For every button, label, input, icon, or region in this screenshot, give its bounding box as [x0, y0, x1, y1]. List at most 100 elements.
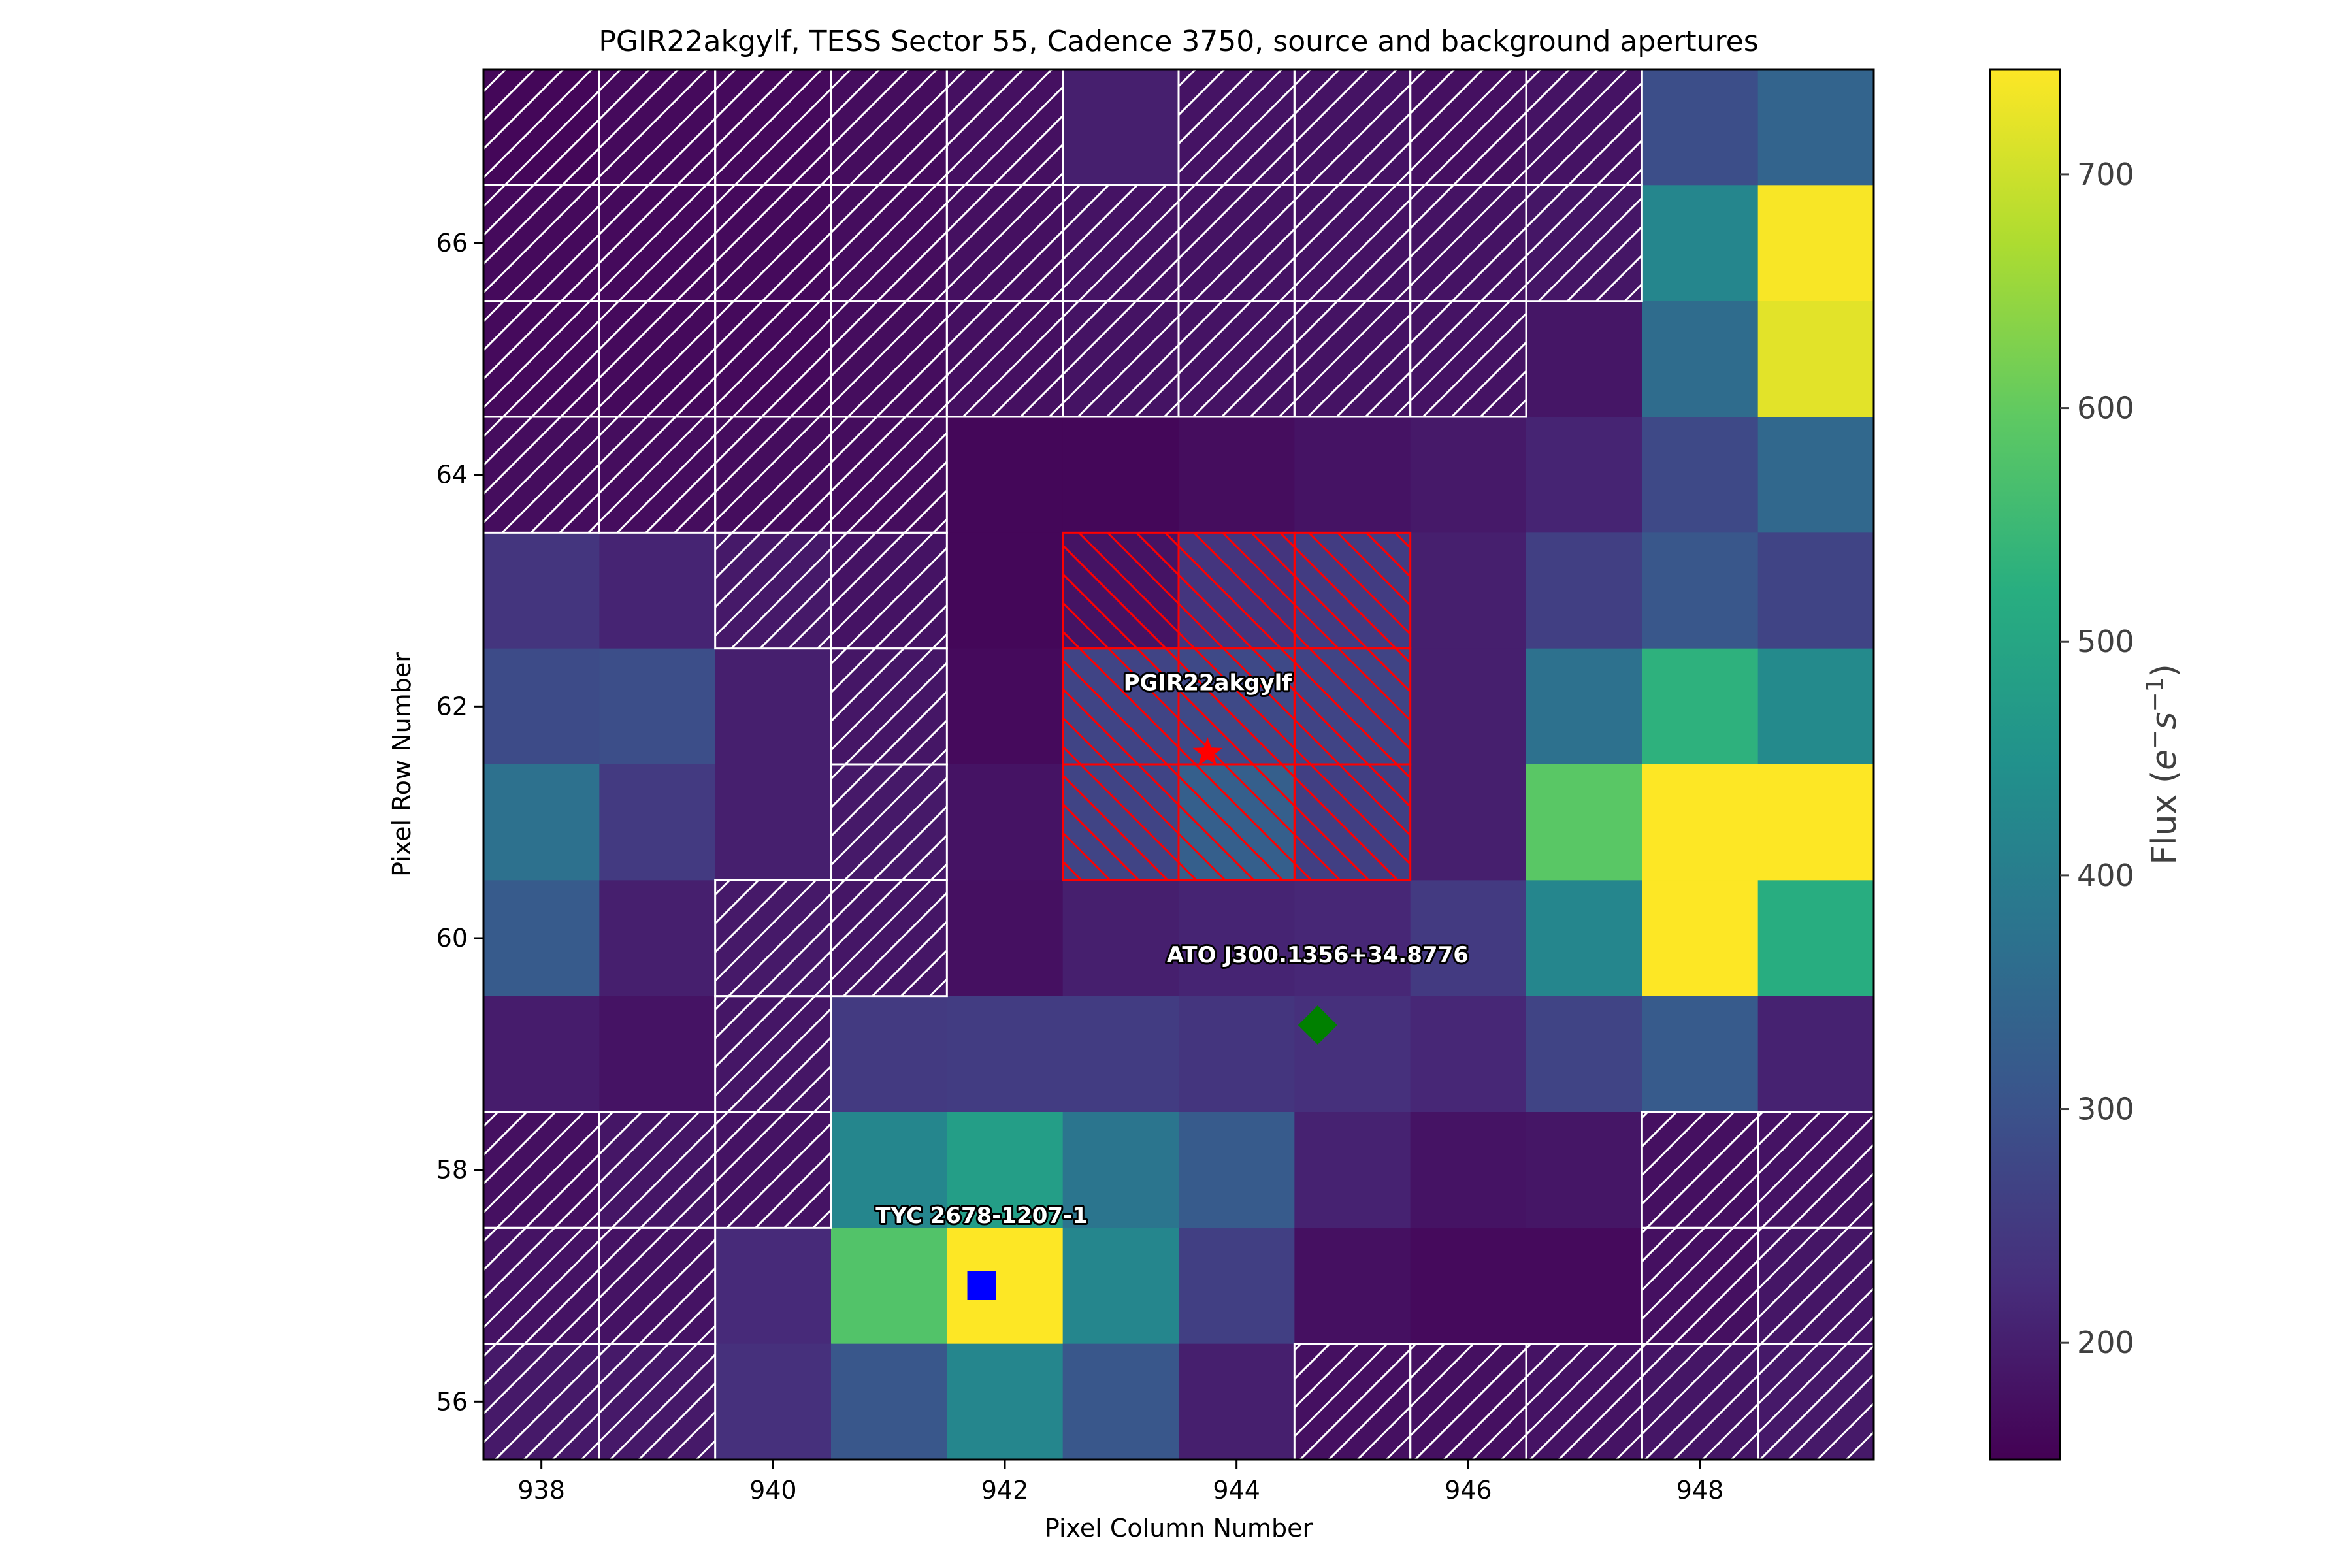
colorbar-label: Flux (e−s−1) — [2142, 664, 2185, 865]
pixel-cell-939-63 — [599, 532, 716, 649]
pixel-cell-947-57 — [1526, 1228, 1642, 1345]
pixel-cell-949-62 — [1757, 648, 1874, 765]
x-tick-label-1: 940 — [749, 1476, 797, 1505]
pixel-cell-947-63 — [1526, 532, 1642, 649]
pixel-cell-942-57 — [947, 1228, 1064, 1345]
source-aperture — [1062, 531, 1412, 881]
pixel-cell-943-67 — [1062, 69, 1179, 186]
background-pixel-940-58 — [714, 1111, 832, 1229]
pixel-cell-940-62 — [715, 648, 832, 765]
colorbar-label-main: Flux ( — [2145, 770, 2184, 865]
colorbar — [1989, 68, 2061, 1461]
background-pixel-939-57 — [598, 1226, 717, 1345]
background-pixel-942-67 — [945, 68, 1064, 186]
pixel-cell-938-63 — [483, 532, 600, 649]
pixel-cell-949-60 — [1757, 880, 1874, 997]
background-pixel-943-65 — [1062, 300, 1180, 418]
pixel-cell-946-57 — [1410, 1228, 1527, 1345]
pixel-cell-941-57 — [831, 1228, 947, 1345]
background-pixel-938-64 — [482, 416, 600, 534]
pixel-cell-949-65 — [1757, 301, 1874, 417]
pixel-cell-947-64 — [1526, 417, 1642, 533]
source-pixel-943-62 — [1062, 647, 1180, 766]
pixel-cell-940-57 — [715, 1228, 832, 1345]
pixel-cell-946-64 — [1410, 417, 1527, 533]
pixel-cell-944-64 — [1179, 417, 1295, 533]
background-pixel-946-67 — [1409, 68, 1527, 186]
y-tick-label-4: 64 — [436, 461, 468, 489]
pixel-cell-939-61 — [599, 764, 716, 881]
pixel-cell-938-60 — [483, 880, 600, 997]
background-pixel-941-67 — [830, 68, 948, 186]
background-pixel-940-67 — [714, 68, 832, 186]
background-pixel-941-65 — [830, 300, 948, 418]
background-pixel-940-64 — [714, 416, 832, 534]
background-pixel-948-57 — [1641, 1226, 1759, 1345]
colorbar-tick-label-0: 200 — [2077, 1325, 2134, 1360]
y-tick-label-0: 56 — [436, 1387, 468, 1416]
y-tick-label-1: 58 — [436, 1156, 468, 1184]
colorbar-label-sup1: − — [2142, 730, 2168, 749]
pixel-cell-948-67 — [1642, 69, 1759, 186]
marker-label-1: ATO J300.1356+34.8776 — [1167, 942, 1469, 968]
pixel-cell-944-58 — [1179, 1112, 1295, 1228]
x-tick-label-2: 942 — [981, 1476, 1029, 1505]
pixel-cell-943-60 — [1062, 880, 1179, 997]
marker-diamond-1 — [1298, 1005, 1337, 1045]
pixel-cell-947-65 — [1526, 301, 1642, 417]
pixel-cell-947-60 — [1526, 880, 1642, 997]
background-pixel-941-64 — [830, 416, 948, 534]
background-pixel-943-66 — [1062, 184, 1180, 302]
pixel-cell-946-59 — [1410, 996, 1527, 1113]
source-pixel-944-62 — [1177, 647, 1296, 766]
background-pixel-944-66 — [1177, 184, 1296, 302]
background-pixel-946-56 — [1409, 1343, 1527, 1461]
pixel-cell-942-63 — [947, 532, 1064, 649]
marker-label-2: TYC 2678-1207-1 — [875, 1203, 1088, 1229]
background-pixel-945-56 — [1293, 1343, 1412, 1461]
colorbar-tick-label-1: 300 — [2077, 1092, 2134, 1127]
colorbar-tick-label-3: 500 — [2077, 624, 2134, 659]
background-pixel-939-65 — [598, 300, 717, 418]
pixel-cell-944-57 — [1179, 1228, 1295, 1345]
background-pixel-947-67 — [1525, 68, 1643, 186]
pixel-cell-948-61 — [1642, 764, 1759, 881]
y-tick-label-5: 66 — [436, 229, 468, 257]
background-pixel-938-58 — [482, 1111, 600, 1229]
pixel-cell-939-62 — [599, 648, 716, 765]
background-pixel-949-56 — [1757, 1343, 1875, 1461]
background-pixel-940-60 — [714, 879, 832, 998]
source-pixel-944-63 — [1177, 531, 1296, 650]
background-pixel-941-63 — [830, 531, 948, 650]
pixel-cell-938-61 — [483, 764, 600, 881]
colorbar-ticks: 200 300 400 500 600 700 — [2060, 157, 2134, 1360]
background-pixel-946-66 — [1409, 184, 1527, 302]
pixel-cell-942-62 — [947, 648, 1064, 765]
y-tick-label-2: 60 — [436, 924, 468, 953]
background-pixel-944-65 — [1177, 300, 1296, 418]
background-pixel-938-67 — [482, 68, 600, 186]
background-pixel-939-67 — [598, 68, 717, 186]
pixel-cell-946-62 — [1410, 648, 1527, 765]
pixel-cell-948-62 — [1642, 648, 1759, 765]
source-pixel-945-63 — [1293, 531, 1412, 650]
pixel-cell-948-59 — [1642, 996, 1759, 1113]
pixel-cell-939-59 — [599, 996, 716, 1113]
background-pixel-938-66 — [482, 184, 600, 302]
axes-frame — [482, 68, 1875, 1461]
pixel-cell-940-56 — [715, 1343, 832, 1460]
pixel-cell-942-58 — [947, 1112, 1064, 1228]
background-pixel-938-65 — [482, 300, 600, 418]
background-pixel-944-67 — [1177, 68, 1296, 186]
background-pixel-939-58 — [598, 1111, 717, 1229]
background-pixel-947-56 — [1525, 1343, 1643, 1461]
background-pixel-941-60 — [830, 879, 948, 998]
pixel-cell-949-66 — [1757, 185, 1874, 302]
pixel-cell-943-59 — [1062, 996, 1179, 1113]
pixel-cell-949-67 — [1757, 69, 1874, 186]
background-pixel-947-66 — [1525, 184, 1643, 302]
markers: PGIR22akgylf ATO J300.1356+34.8776 TYC 267… — [874, 668, 1471, 1300]
pixel-cell-938-59 — [483, 996, 600, 1113]
y-tick-label-3: 62 — [436, 692, 468, 721]
background-pixel-945-67 — [1293, 68, 1412, 186]
